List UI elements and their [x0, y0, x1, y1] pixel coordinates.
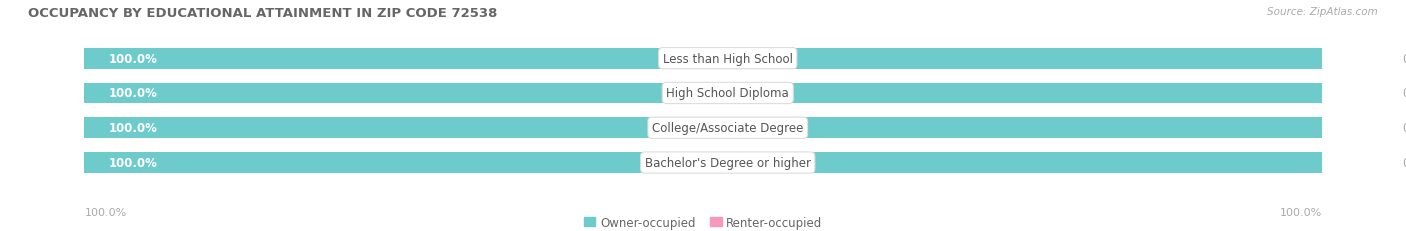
Bar: [84, 49, 1322, 69]
Text: College/Associate Degree: College/Associate Degree: [652, 122, 803, 135]
Text: 100.0%: 100.0%: [110, 52, 157, 65]
Bar: [1322, 152, 1384, 173]
Bar: [84, 118, 1322, 139]
Text: 100.0%: 100.0%: [110, 87, 157, 100]
Bar: [84, 83, 1322, 104]
Text: 100.0%: 100.0%: [110, 122, 157, 135]
Text: 100.0%: 100.0%: [110, 156, 157, 169]
Bar: [84, 83, 1322, 104]
Text: OCCUPANCY BY EDUCATIONAL ATTAINMENT IN ZIP CODE 72538: OCCUPANCY BY EDUCATIONAL ATTAINMENT IN Z…: [28, 7, 498, 20]
Text: Less than High School: Less than High School: [662, 52, 793, 65]
Bar: [1322, 49, 1384, 69]
Text: Source: ZipAtlas.com: Source: ZipAtlas.com: [1267, 7, 1378, 17]
Text: 0.0%: 0.0%: [1402, 122, 1406, 135]
Text: 100.0%: 100.0%: [1279, 207, 1322, 217]
Bar: [84, 118, 1322, 139]
Text: 100.0%: 100.0%: [84, 207, 127, 217]
Bar: [84, 152, 1322, 173]
Text: 0.0%: 0.0%: [1402, 87, 1406, 100]
Bar: [84, 152, 1322, 173]
Legend: Owner-occupied, Renter-occupied: Owner-occupied, Renter-occupied: [579, 211, 827, 231]
Bar: [84, 49, 1322, 69]
Text: Bachelor's Degree or higher: Bachelor's Degree or higher: [645, 156, 811, 169]
Text: 0.0%: 0.0%: [1402, 156, 1406, 169]
Bar: [1322, 83, 1384, 104]
Text: 0.0%: 0.0%: [1402, 52, 1406, 65]
Text: High School Diploma: High School Diploma: [666, 87, 789, 100]
Bar: [1322, 118, 1384, 139]
